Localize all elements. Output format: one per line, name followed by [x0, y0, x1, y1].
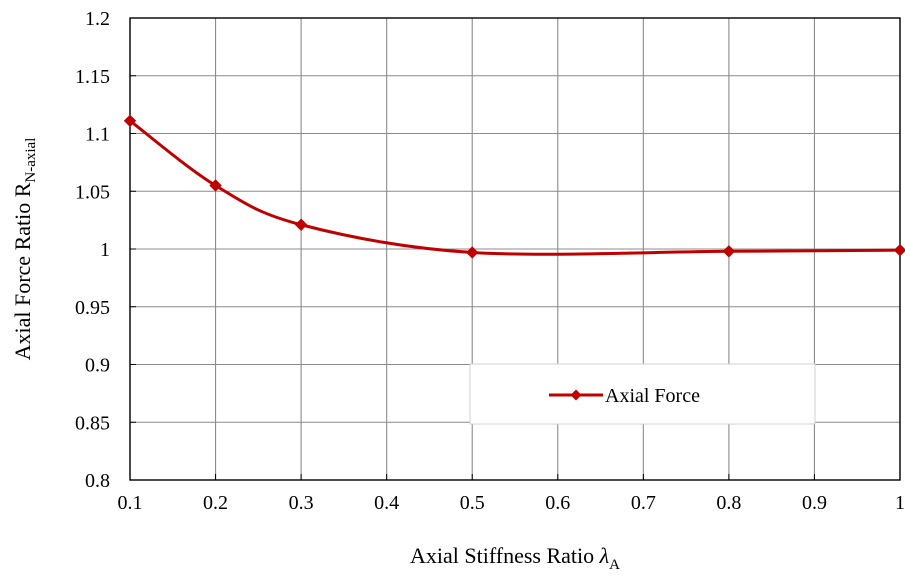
x-axis-title: Axial Stiffness Ratio λA: [410, 543, 620, 573]
legend: Axial Force: [549, 385, 700, 407]
data-point: [123, 114, 137, 128]
y-axis-title-subscript: N-axial: [23, 138, 39, 183]
data-point: [893, 243, 905, 257]
y-tick-label: 0.85: [75, 412, 110, 434]
axis-ticks: [129, 17, 901, 481]
y-tick-label: 0.8: [85, 470, 110, 492]
x-tick-label: 0.3: [289, 492, 314, 514]
series-layer: [123, 114, 905, 259]
legend-marker: [570, 389, 582, 401]
y-axis-title-text: Axial Force Ratio R: [10, 182, 35, 360]
legend-label-axial-force: Axial Force: [605, 385, 700, 407]
x-axis-title-subscript: A: [609, 557, 620, 573]
y-tick-label: 1: [100, 239, 110, 261]
data-point: [294, 218, 308, 231]
y-tick-label: 1.05: [75, 181, 110, 203]
y-tick-label: 1.1: [85, 124, 110, 146]
x-tick-label: 1: [895, 492, 905, 514]
data-point: [209, 179, 222, 192]
y-tick-label: 1.2: [85, 8, 110, 30]
x-tick-label: 0.1: [118, 492, 143, 514]
data-point: [466, 246, 479, 259]
tick-labels: 0.1 0.2 0.3 0.4 0.5 0.6 0.7 0.8 0.9 1 0.8 0.85 0.9 0.…: [75, 8, 905, 514]
x-tick-label: 0.4: [374, 492, 399, 514]
x-tick-label: 0.5: [460, 492, 485, 514]
y-tick-label: 0.9: [85, 355, 110, 377]
x-tick-label: 0.7: [631, 492, 656, 514]
legend-frame: [469, 363, 816, 425]
x-tick-label: 0.2: [203, 492, 228, 514]
y-axis-title: Axial Force Ratio RN-axial: [10, 138, 39, 361]
legend-box: [469, 363, 816, 425]
x-tick-label: 0.9: [802, 492, 827, 514]
data-point: [722, 245, 736, 258]
x-axis-title-symbol: λ: [599, 543, 610, 568]
x-tick-label: 0.8: [716, 492, 741, 514]
x-axis-title-text: Axial Stiffness Ratio: [410, 543, 594, 568]
x-tick-label: 0.6: [545, 492, 570, 514]
y-tick-label: 0.95: [75, 297, 110, 319]
y-tick-label: 1.15: [75, 66, 110, 88]
